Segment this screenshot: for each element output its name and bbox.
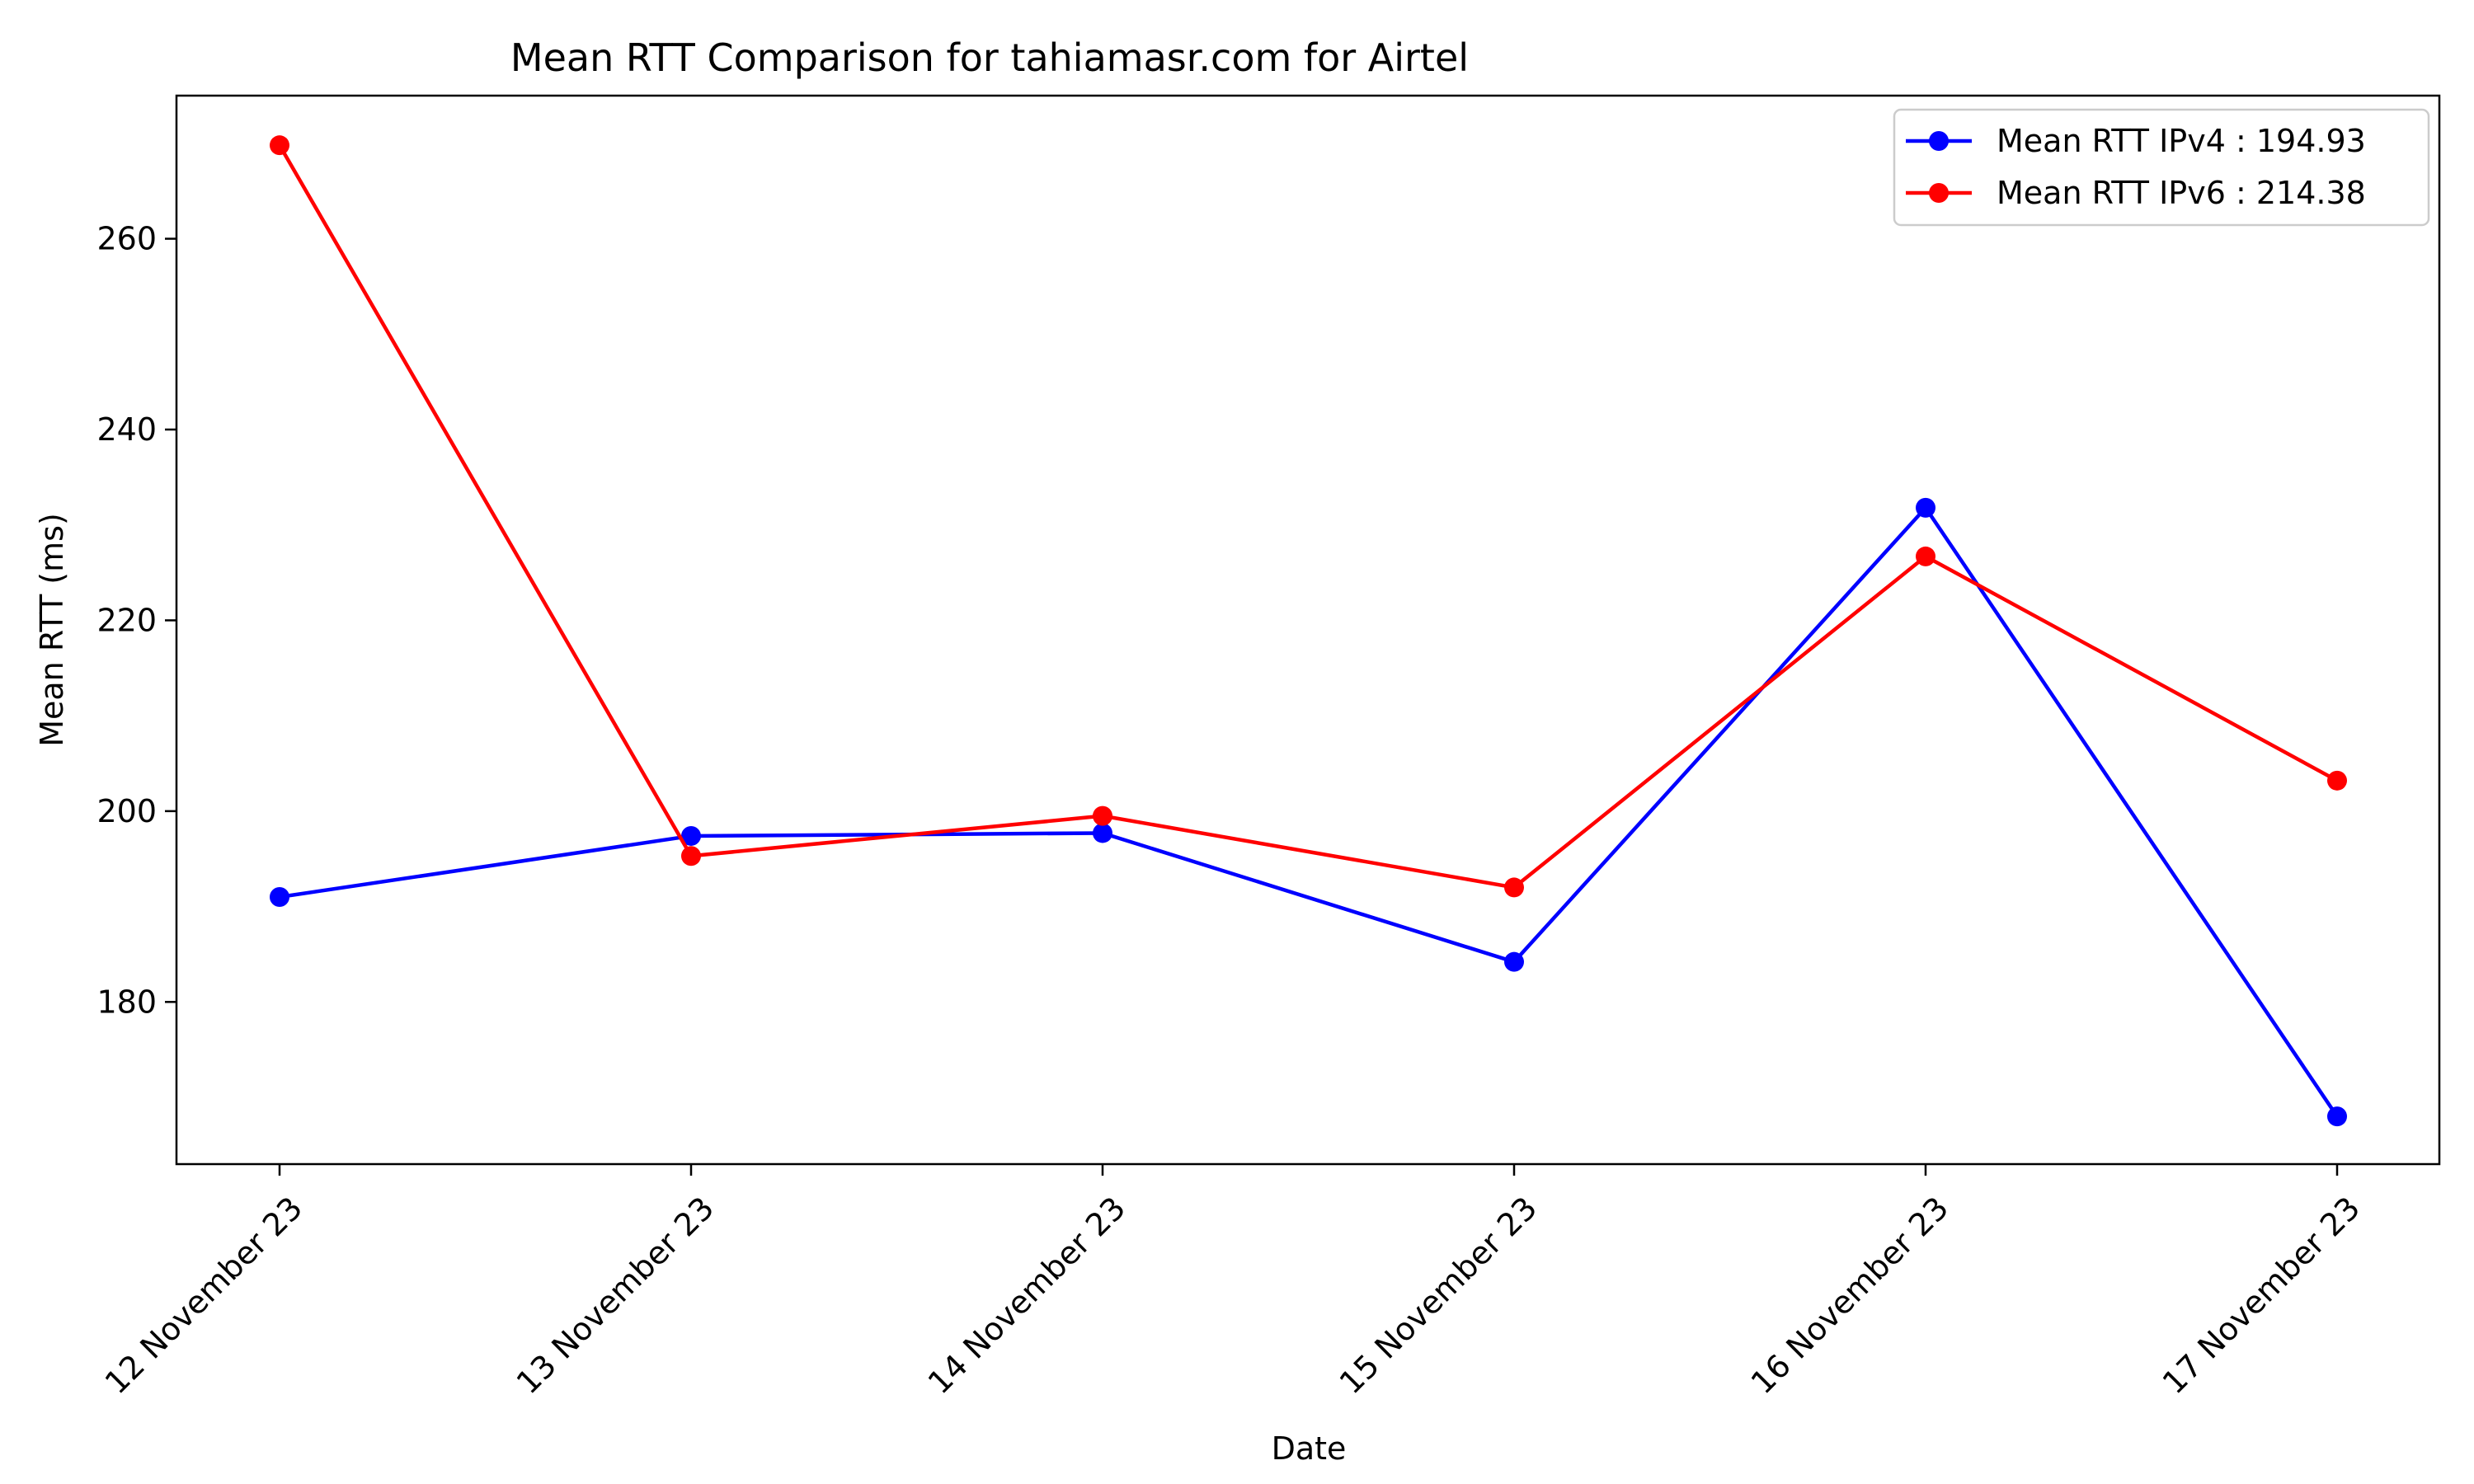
- x-tick-label: 13 November 23: [510, 1190, 721, 1401]
- chart-title: Mean RTT Comparison for tahiamasr.com fo…: [510, 35, 1469, 80]
- y-axis: 180 200 220 240 260: [96, 221, 176, 1020]
- data-point: [2327, 1106, 2347, 1127]
- series-line: [278, 144, 2339, 890]
- series-line: [279, 505, 2339, 1118]
- legend-label: Mean RTT IPv6 : 214.38: [1997, 175, 2366, 211]
- data-point: [1093, 805, 1112, 826]
- plot-area: [270, 135, 2347, 1127]
- y-axis-label: Mean RTT (ms): [34, 513, 70, 747]
- data-point: [1504, 877, 1524, 898]
- series-2: [270, 135, 2347, 898]
- legend: Mean RTT IPv4 : 194.93 Mean RTT IPv6 : 21…: [1893, 108, 2430, 227]
- x-tick-label: 15 November 23: [1333, 1190, 1544, 1401]
- y-tick-label: 260: [96, 221, 157, 257]
- legend-marker: [1929, 183, 1949, 203]
- x-axis: 12 November 23 13 November 23 14 November …: [98, 1164, 2367, 1401]
- data-point: [1504, 951, 1524, 972]
- data-point: [1916, 546, 1935, 566]
- x-tick-label: 17 November 23: [2156, 1190, 2367, 1401]
- y-tick-label: 200: [96, 793, 157, 829]
- data-point: [681, 846, 701, 866]
- y-tick-label: 180: [96, 984, 157, 1020]
- x-tick-label: 16 November 23: [1744, 1190, 1955, 1401]
- legend-box: [1893, 108, 2430, 227]
- legend-marker: [1929, 131, 1949, 151]
- data-point: [681, 825, 701, 846]
- y-tick-label: 240: [96, 411, 157, 448]
- data-point: [270, 135, 289, 156]
- plot-frame: [175, 94, 2441, 1166]
- data-point: [1093, 823, 1112, 843]
- data-point: [2327, 770, 2347, 791]
- x-axis-label: Date: [1272, 1430, 1347, 1467]
- legend-item: Mean RTT IPv6 : 214.38: [1906, 175, 2366, 211]
- x-tick-label: 14 November 23: [921, 1190, 1132, 1401]
- series-1: [270, 497, 2347, 1127]
- data-point: [1916, 497, 1935, 518]
- y-tick-label: 220: [96, 602, 157, 638]
- x-tick-label: 12 November 23: [98, 1190, 309, 1401]
- legend-label: Mean RTT IPv4 : 194.93: [1997, 123, 2366, 159]
- legend-item: Mean RTT IPv4 : 194.93: [1906, 123, 2366, 159]
- data-point: [270, 887, 289, 907]
